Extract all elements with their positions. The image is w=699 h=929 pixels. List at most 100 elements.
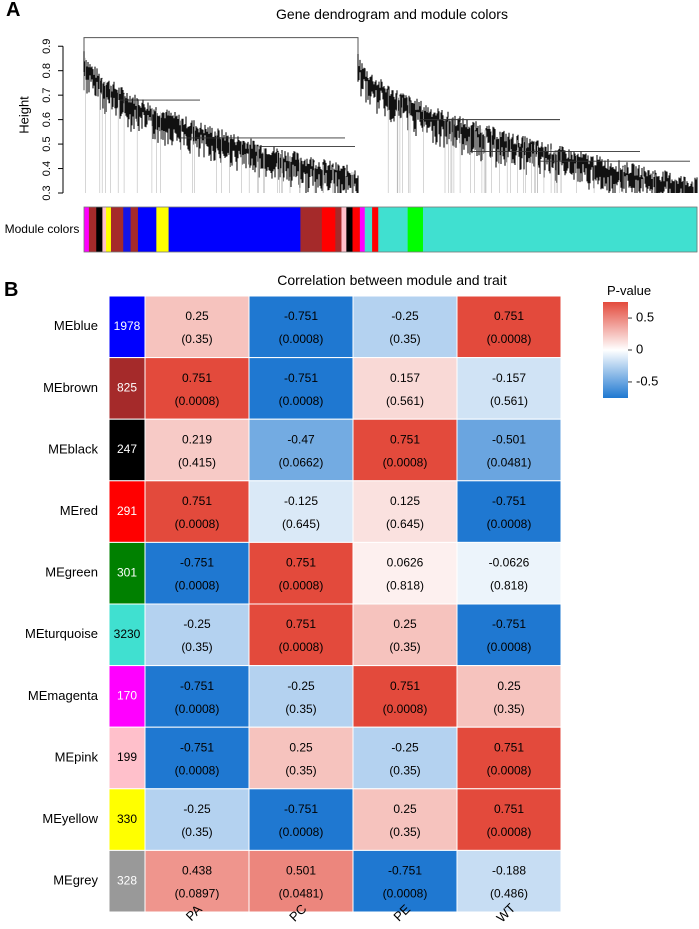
heatmap-cell: [352, 849, 458, 913]
heatmap-cell-pvalue: (0.0008): [175, 579, 220, 593]
heatmap-cell-pvalue: (0.35): [181, 332, 212, 346]
module-color-bar-frame: [83, 206, 698, 253]
module-color-block: [108, 541, 146, 605]
heatmap-cell: [456, 480, 562, 543]
heatmap-cell-correlation: 0.438: [182, 864, 212, 878]
module-color-segment-brown: [110, 207, 124, 252]
heatmap-cell-correlation: -0.751: [492, 494, 526, 508]
heatmap-cell-correlation: -0.751: [492, 617, 526, 631]
heatmap-cell: [248, 603, 354, 667]
module-color-block: [108, 788, 146, 851]
module-colors-label: Module colors: [5, 222, 80, 236]
heatmap-cell-correlation: -0.25: [391, 309, 419, 323]
module-gene-count: 3230: [114, 627, 141, 641]
heatmap-cell-pvalue: (0.561): [490, 394, 528, 408]
heatmap-cell: [456, 603, 562, 667]
heatmap-cell: [144, 849, 250, 913]
dendrogram-y-tick-label: 0.4: [41, 161, 53, 176]
module-color-segment-red: [372, 207, 379, 252]
dendrogram-y-tick-label: 0.7: [41, 88, 53, 103]
heatmap-cell-correlation: 0.157: [390, 371, 420, 385]
heatmap-cell-correlation: 0.25: [289, 740, 313, 754]
dendrogram-cluster-right-leaves: [357, 54, 698, 193]
module-color-segment-brown: [335, 207, 342, 252]
module-gene-count: 301: [117, 565, 137, 579]
heatmap-cell: [456, 665, 562, 728]
heatmap-cell: [144, 295, 250, 359]
heatmap-cell-correlation: 0.0626: [387, 556, 424, 570]
module-color-segment-brown: [130, 207, 139, 252]
heatmap-cell: [456, 788, 562, 851]
dendrogram-cluster-right: [357, 54, 698, 193]
heatmap-cell-pvalue: (0.0008): [487, 763, 532, 777]
heatmap-cell-pvalue: (0.0008): [279, 394, 324, 408]
heatmap-cell: [248, 726, 354, 790]
heatmap-cell: [248, 418, 354, 482]
heatmap-cell-correlation: -0.751: [180, 740, 214, 754]
heatmap-cell-correlation: 0.751: [494, 802, 524, 816]
module-color-segment-pink: [102, 207, 107, 252]
heatmap-cell: [456, 357, 562, 420]
module-color-segment-brown: [300, 207, 323, 252]
module-color-block: [108, 665, 146, 728]
heatmap-cell: [248, 357, 354, 420]
legend-tick-label: 0: [636, 341, 643, 356]
heatmap-cell-pvalue: (0.0897): [175, 887, 220, 901]
heatmap-cell: [352, 357, 458, 420]
heatmap-cell-pvalue: (0.0008): [383, 455, 428, 469]
heatmap-cell: [352, 295, 458, 359]
dendrogram-title: Gene dendrogram and module colors: [276, 6, 508, 22]
panel-a-label: A: [6, 0, 21, 21]
dendrogram-cluster-left: [83, 51, 359, 193]
heatmap-cell-correlation: 0.751: [390, 679, 420, 693]
heatmap-row-label: MEyellow: [42, 811, 98, 826]
heatmap-cell: [144, 788, 250, 851]
heatmap-cell-pvalue: (0.35): [389, 640, 420, 654]
heatmap-cell-pvalue: (0.0481): [487, 455, 532, 469]
heatmap-cell-correlation: -0.751: [388, 864, 422, 878]
heatmap-cell: [248, 480, 354, 543]
heatmap-row-label: MEmagenta: [28, 688, 99, 703]
heatmap-cell: [352, 418, 458, 482]
heatmap-cell-correlation: 0.751: [494, 309, 524, 323]
dendrogram-cluster-left-leaves: [83, 51, 359, 193]
heatmap-title: Correlation between module and trait: [277, 272, 507, 288]
heatmap-cell: [352, 541, 458, 605]
heatmap-cell-correlation: -0.751: [284, 309, 318, 323]
heatmap-cell-correlation: -0.47: [287, 432, 315, 446]
heatmap-cell-pvalue: (0.645): [386, 517, 424, 531]
heatmap-cell-correlation: 0.25: [393, 802, 417, 816]
heatmap-cell-correlation: -0.0626: [489, 556, 530, 570]
module-color-segment-magenta: [84, 207, 90, 252]
heatmap-cell-pvalue: (0.35): [389, 763, 420, 777]
heatmap-cell-pvalue: (0.415): [178, 455, 216, 469]
heatmap-row-label: MEbrown: [43, 380, 98, 395]
module-gene-count: 328: [117, 873, 137, 887]
heatmap-cell-pvalue: (0.645): [282, 517, 320, 531]
heatmap-cell: [456, 418, 562, 482]
heatmap-cell-correlation: 0.125: [390, 494, 420, 508]
module-color-segment-turquoise: [378, 207, 409, 252]
dendrogram-y-tick-label: 0.5: [41, 136, 53, 151]
heatmap-cell-correlation: -0.157: [492, 371, 526, 385]
heatmap-cell-pvalue: (0.0008): [383, 887, 428, 901]
module-gene-count: 170: [117, 689, 137, 703]
legend-colorbar: [603, 302, 628, 398]
heatmap-cell-correlation: 0.751: [286, 617, 316, 631]
heatmap-cell: [144, 541, 250, 605]
heatmap-cell-correlation: -0.25: [183, 802, 211, 816]
heatmap-cell: [144, 480, 250, 543]
heatmap-cell-correlation: -0.751: [284, 371, 318, 385]
heatmap-cell-correlation: 0.25: [185, 309, 209, 323]
heatmap-cell: [144, 665, 250, 728]
heatmap-cell-pvalue: (0.0481): [279, 887, 324, 901]
dendrogram-y-tick-label: 0.3: [41, 185, 53, 200]
heatmap-cell-pvalue: (0.35): [181, 640, 212, 654]
module-gene-count: 247: [117, 442, 137, 456]
legend-tick-label: 0.5: [636, 309, 654, 324]
module-color-segment-yellow: [156, 207, 170, 252]
heatmap-cell-pvalue: (0.35): [285, 702, 316, 716]
heatmap-cell: [248, 541, 354, 605]
heatmap-row-label: MEpink: [55, 749, 99, 764]
panel-b-label: B: [4, 279, 19, 301]
